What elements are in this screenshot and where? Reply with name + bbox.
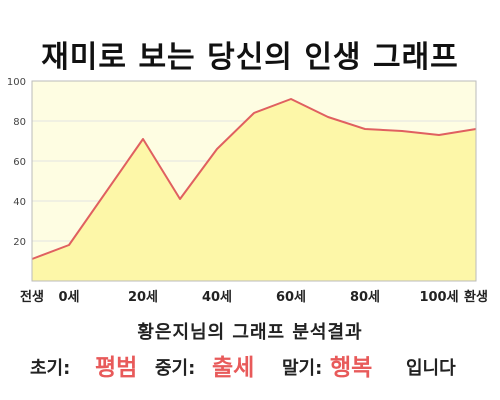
y-tick-label: 20 <box>13 237 26 248</box>
y-tick-labels: 20 40 60 80 100 <box>7 77 26 248</box>
plot-frame <box>31 80 477 282</box>
x-tick-label: 100세 <box>419 290 458 305</box>
y-tick-label: 60 <box>13 157 26 168</box>
x-tick-label: 전생 <box>20 289 44 305</box>
result-summary: 초기: 평범 중기: 출세 말기: 행복 입니다 <box>0 348 500 381</box>
late-value: 행복 <box>330 355 373 381</box>
x-tick-labels: 전생 0세 20세 40세 60세 80세 100세 환생 <box>20 289 488 305</box>
late-label: 말기: <box>282 358 323 379</box>
y-tick-label: 100 <box>7 77 26 88</box>
y-tick-label: 80 <box>13 117 26 128</box>
x-tick-label: 60세 <box>276 290 306 305</box>
axes <box>31 80 477 282</box>
result-subtitle: 황은지님의 그래프 분석결과 <box>137 322 363 343</box>
page-title: 재미로 보는 당신의 인생 그래프 <box>41 40 459 75</box>
x-tick-label: 0세 <box>58 290 79 305</box>
x-tick-label: 80세 <box>350 290 380 305</box>
x-tick-label: 20세 <box>128 290 158 305</box>
early-value: 평범 <box>95 355 138 381</box>
x-tick-label: 환생 <box>464 289 488 305</box>
x-tick-label: 40세 <box>202 290 232 305</box>
middle-label: 중기: <box>155 358 196 379</box>
y-tick-label: 40 <box>13 197 26 208</box>
early-label: 초기: <box>30 358 71 379</box>
area-fill <box>32 99 476 281</box>
middle-value: 출세 <box>212 355 255 381</box>
ending-text: 입니다 <box>406 358 456 379</box>
series-line <box>31 98 477 260</box>
